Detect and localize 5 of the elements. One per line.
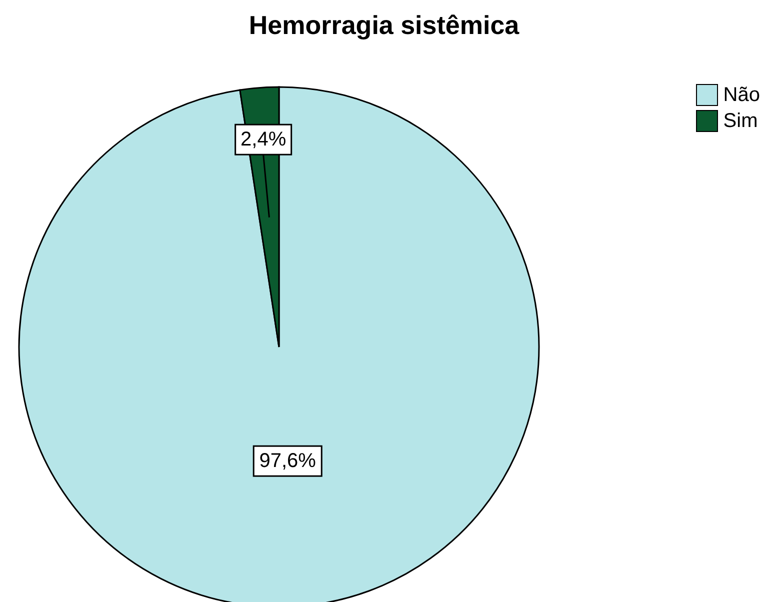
chart-title: Hemorragia sistêmica bbox=[248, 10, 520, 41]
data-label: 97,6% bbox=[259, 450, 316, 472]
legend-label: Sim bbox=[723, 110, 758, 132]
data-label: 2,4% bbox=[240, 128, 286, 151]
legend-label: Não bbox=[723, 84, 760, 106]
